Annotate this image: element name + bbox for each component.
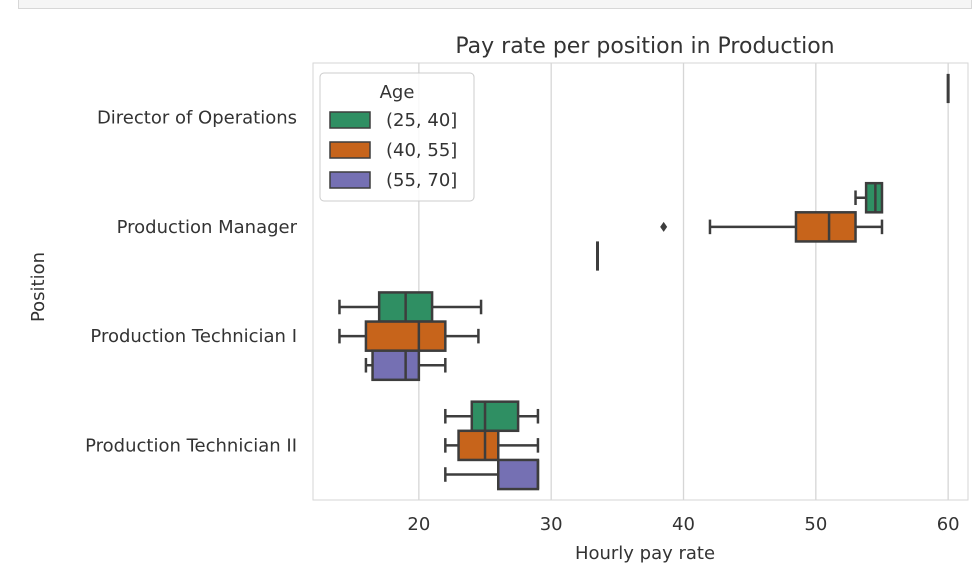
grid-lines: [418, 63, 949, 500]
legend-swatch-1: [329, 111, 371, 129]
y-tick-label-2: Production Manager: [117, 217, 298, 238]
x-tick-label-40: 40: [672, 514, 695, 535]
plot-area-frame: [312, 62, 969, 501]
box-(40, 55]-Production Technician I: [338, 320, 480, 352]
iqr-box: [497, 458, 540, 491]
y-tick-labels: Director of Operations Production Manager…: [85, 108, 297, 457]
iqr-box: [371, 349, 421, 382]
box-(40, 55]-Production Manager: [660, 211, 884, 243]
chart-title: Pay rate per position in Production: [455, 34, 834, 59]
y-axis-title: Position: [28, 252, 49, 322]
box-(40, 55]-Production Technician II: [444, 429, 540, 462]
legend-frame: [319, 72, 475, 202]
iqr-box: [470, 400, 520, 433]
box-(55, 70]-Production Technician I: [364, 349, 447, 382]
iqr-box: [794, 211, 857, 243]
legend-swatch-3: [329, 171, 371, 189]
legend-label-3: (55, 70]: [386, 170, 457, 191]
iqr-box: [864, 181, 884, 214]
iqr-box: [364, 320, 447, 352]
box-(25, 40]-Production Technician II: [444, 400, 540, 433]
box-(25, 40]-Production Technician I: [338, 291, 483, 323]
iqr-box: [457, 429, 500, 462]
x-axis-title: Hourly pay rate: [575, 543, 715, 564]
x-tick-labels: 20 30 40 50 60: [407, 514, 959, 535]
legend-title: Age: [380, 82, 415, 103]
x-tick-label-60: 60: [937, 514, 960, 535]
y-tick-label-4: Production Technician II: [85, 435, 297, 456]
outlier-point: [660, 221, 668, 232]
x-tick-label-50: 50: [804, 514, 827, 535]
box-layer: [338, 73, 950, 491]
x-tick-label-30: 30: [540, 514, 563, 535]
box-(25, 40]-Production Manager: [854, 181, 884, 214]
legend-swatch-2: [329, 141, 371, 159]
legend: Age (25, 40] (40, 55] (55, 70]: [319, 72, 475, 202]
x-tick-label-20: 20: [407, 514, 430, 535]
legend-entries: (25, 40] (40, 55] (55, 70]: [329, 110, 457, 191]
y-tick-label-1: Director of Operations: [97, 108, 297, 129]
y-tick-label-3: Production Technician I: [90, 326, 297, 347]
legend-label-1: (25, 40]: [386, 110, 457, 131]
box-(55, 70]-Production Technician II: [444, 458, 540, 491]
legend-label-2: (40, 55]: [386, 140, 457, 161]
